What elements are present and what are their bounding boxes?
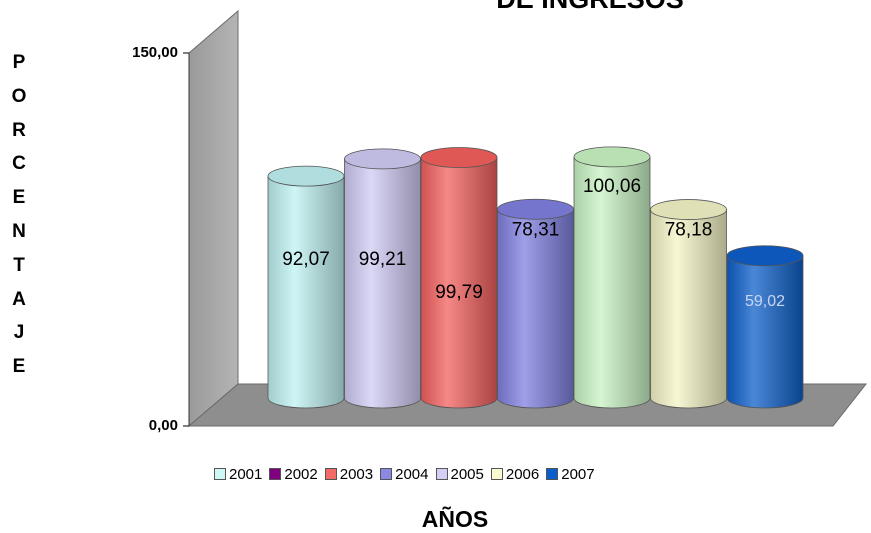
bar-top: [420, 147, 498, 168]
legend-swatch: [214, 468, 226, 480]
data-label-1: 99,21: [359, 249, 407, 270]
data-label-2: 99,79: [435, 282, 483, 303]
bar-body: [420, 157, 498, 409]
legend-label: 2007: [561, 465, 595, 483]
bar-top: [267, 165, 345, 187]
bar-body: [726, 255, 804, 409]
bar-body: [650, 209, 727, 409]
data-label-0: 92,07: [282, 249, 330, 270]
y-axis-label-letter: E: [12, 356, 26, 378]
legend-item-2007: 2007: [546, 465, 595, 483]
data-label-5: 78,18: [665, 220, 713, 241]
y-axis-label-letter: O: [11, 85, 27, 107]
legend-swatch: [380, 468, 393, 480]
y-axis-label-letter: P: [12, 52, 26, 73]
back-wall: [188, 9, 239, 428]
chart-bars: [267, 146, 804, 409]
bar-body: [497, 208, 574, 409]
data-label-6: 59,02: [745, 293, 785, 310]
y-axis-label-letter: C: [12, 153, 26, 175]
bar-body: [573, 156, 651, 409]
y-axis-label-letter: T: [13, 254, 25, 276]
y-axis-label-letter: J: [13, 322, 25, 344]
legend-swatch: [324, 468, 337, 480]
y-axis-label-letter: N: [12, 220, 26, 242]
legend-item-2004: 2004: [380, 465, 429, 483]
x-axis-label: AÑOS: [421, 506, 489, 532]
bar-top: [344, 148, 421, 170]
legend-swatch: [546, 468, 559, 480]
bar-2005-1: [344, 148, 421, 409]
legend-label: 2003: [339, 465, 374, 483]
bar-top: [650, 199, 727, 220]
bar-top: [497, 198, 574, 220]
bar-top: [726, 245, 804, 267]
legend-item-2005: 2005: [435, 465, 484, 483]
bar-2003-2: [420, 147, 498, 409]
bar-2007-6: [726, 245, 804, 409]
y-axis-label-letter: R: [12, 119, 26, 141]
bar-2006-5: [650, 199, 727, 409]
legend-swatch: [490, 468, 503, 480]
chart-title: DE INGRESOS: [380, 0, 800, 15]
legend-item-2006: 2006: [490, 465, 540, 483]
chart-legend: 2001 2002 2003 2004 2005 2006 2007: [214, 464, 602, 484]
bar-top: [573, 146, 651, 168]
bar-body: [267, 175, 345, 409]
chart-data-labels: 92,07 99,21 99,79 78,31 100,06 78,18 59,02: [282, 176, 785, 310]
legend-label: 2002: [284, 465, 318, 483]
legend-swatch: [435, 468, 448, 480]
bar-2005-4: [573, 146, 651, 409]
legend-swatch: [269, 468, 282, 480]
legend-item-2003: 2003: [324, 465, 374, 483]
legend-item-2002: 2002: [269, 465, 318, 483]
y-tick-label-min: 0,00: [148, 417, 178, 434]
bar-2001-0: [267, 165, 345, 409]
legend-item-2001: 2001: [214, 466, 262, 483]
legend-label: 2001: [229, 465, 263, 483]
bar-2004-3: [497, 198, 574, 409]
bar-body: [344, 158, 421, 409]
y-tick-label-max: 150,00: [132, 44, 178, 61]
legend-label: 2005: [450, 465, 484, 483]
legend-label: 2006: [505, 465, 540, 483]
legend-label: 2004: [395, 465, 429, 483]
y-axis-label-letter: E: [12, 187, 26, 209]
data-label-4: 100,06: [583, 176, 641, 197]
y-axis-label-letter: A: [12, 288, 26, 310]
data-label-3: 78,31: [512, 219, 560, 240]
